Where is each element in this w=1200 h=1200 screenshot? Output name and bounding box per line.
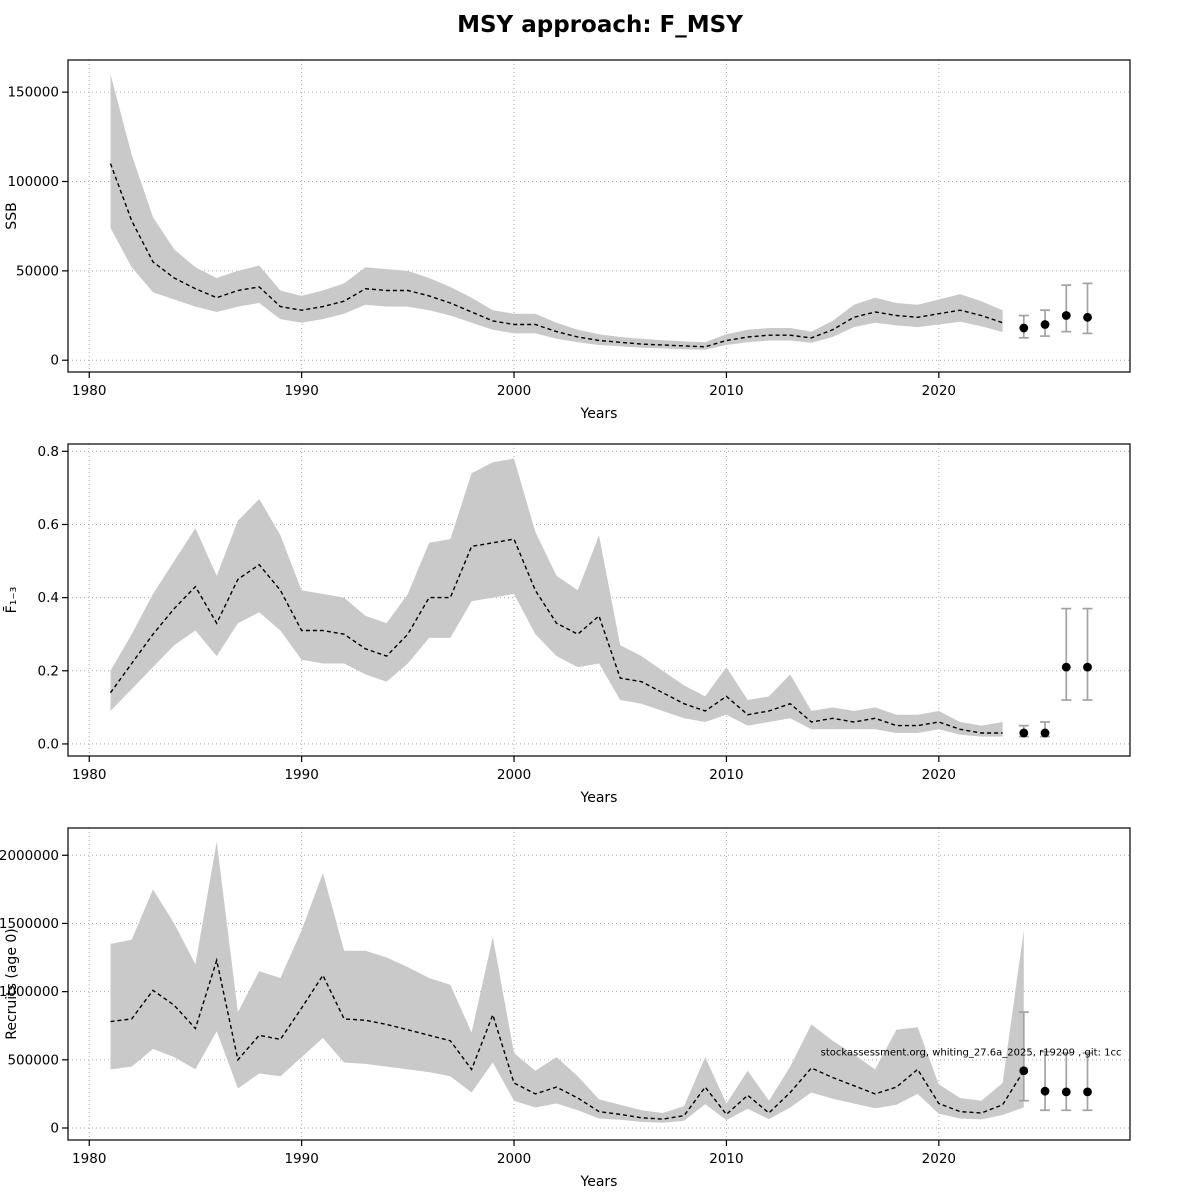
svg-text:0.0: 0.0	[38, 736, 59, 752]
svg-text:0.4: 0.4	[38, 590, 59, 606]
svg-text:50000: 50000	[16, 263, 59, 279]
svg-text:0: 0	[50, 1121, 59, 1137]
svg-text:1000000: 1000000	[0, 984, 59, 1000]
svg-text:0.6: 0.6	[38, 517, 59, 533]
svg-text:500000: 500000	[7, 1052, 59, 1068]
chart-fbar: 1980 1990 2000 2010 2020 0.0 0.2 0.4 0.6 0.8 Years…	[0, 430, 1200, 814]
recruits-plot: 1980 1990 2000 2010 2020 0 500000 1000000 150000…	[0, 827, 1131, 1190]
svg-text:2020: 2020	[922, 383, 956, 399]
svg-text:2000: 2000	[497, 1151, 531, 1167]
svg-text:0.2: 0.2	[38, 663, 59, 679]
svg-text:Recruits (age 0): Recruits (age 0)	[4, 928, 20, 1040]
figure-title: MSY approach: F_MSY	[457, 12, 743, 38]
chart-ssb: 1980 1990 2000 2010 2020 0 50000 100000 150000 Ye…	[0, 46, 1200, 430]
svg-text:2000000: 2000000	[0, 848, 59, 864]
svg-text:2010: 2010	[709, 767, 743, 783]
svg-text:F̄₁₋₃: F̄₁₋₃	[2, 587, 20, 614]
svg-text:0: 0	[50, 353, 59, 369]
svg-text:1980: 1980	[72, 383, 106, 399]
svg-text:1990: 1990	[284, 767, 318, 783]
svg-text:100000: 100000	[7, 174, 59, 190]
svg-text:SSB: SSB	[4, 202, 20, 229]
svg-text:2010: 2010	[709, 1151, 743, 1167]
chart-recruits: 1980 1990 2000 2010 2020 0 500000 1000000 150000…	[0, 814, 1200, 1198]
svg-text:Years: Years	[580, 790, 618, 806]
svg-text:2020: 2020	[922, 1151, 956, 1167]
svg-text:150000: 150000	[7, 85, 59, 101]
svg-text:Years: Years	[580, 1174, 618, 1190]
svg-text:1500000: 1500000	[0, 916, 59, 932]
svg-text:1990: 1990	[284, 383, 318, 399]
svg-text:Years: Years	[580, 406, 618, 422]
svg-text:stockassessment.org, whiting_2: stockassessment.org, whiting_27.6a_2025,…	[821, 1048, 1122, 1059]
svg-text:2010: 2010	[709, 383, 743, 399]
svg-text:1980: 1980	[72, 1151, 106, 1167]
svg-text:0.8: 0.8	[38, 444, 59, 460]
ssb-plot: 1980 1990 2000 2010 2020 0 50000 100000 150000 Ye…	[4, 59, 1131, 422]
svg-text:1990: 1990	[284, 1151, 318, 1167]
svg-text:2020: 2020	[922, 767, 956, 783]
fbar-plot: 1980 1990 2000 2010 2020 0.0 0.2 0.4 0.6 0.8 Years…	[2, 443, 1131, 806]
svg-text:2000: 2000	[497, 767, 531, 783]
svg-text:1980: 1980	[72, 767, 106, 783]
svg-text:2000: 2000	[497, 383, 531, 399]
